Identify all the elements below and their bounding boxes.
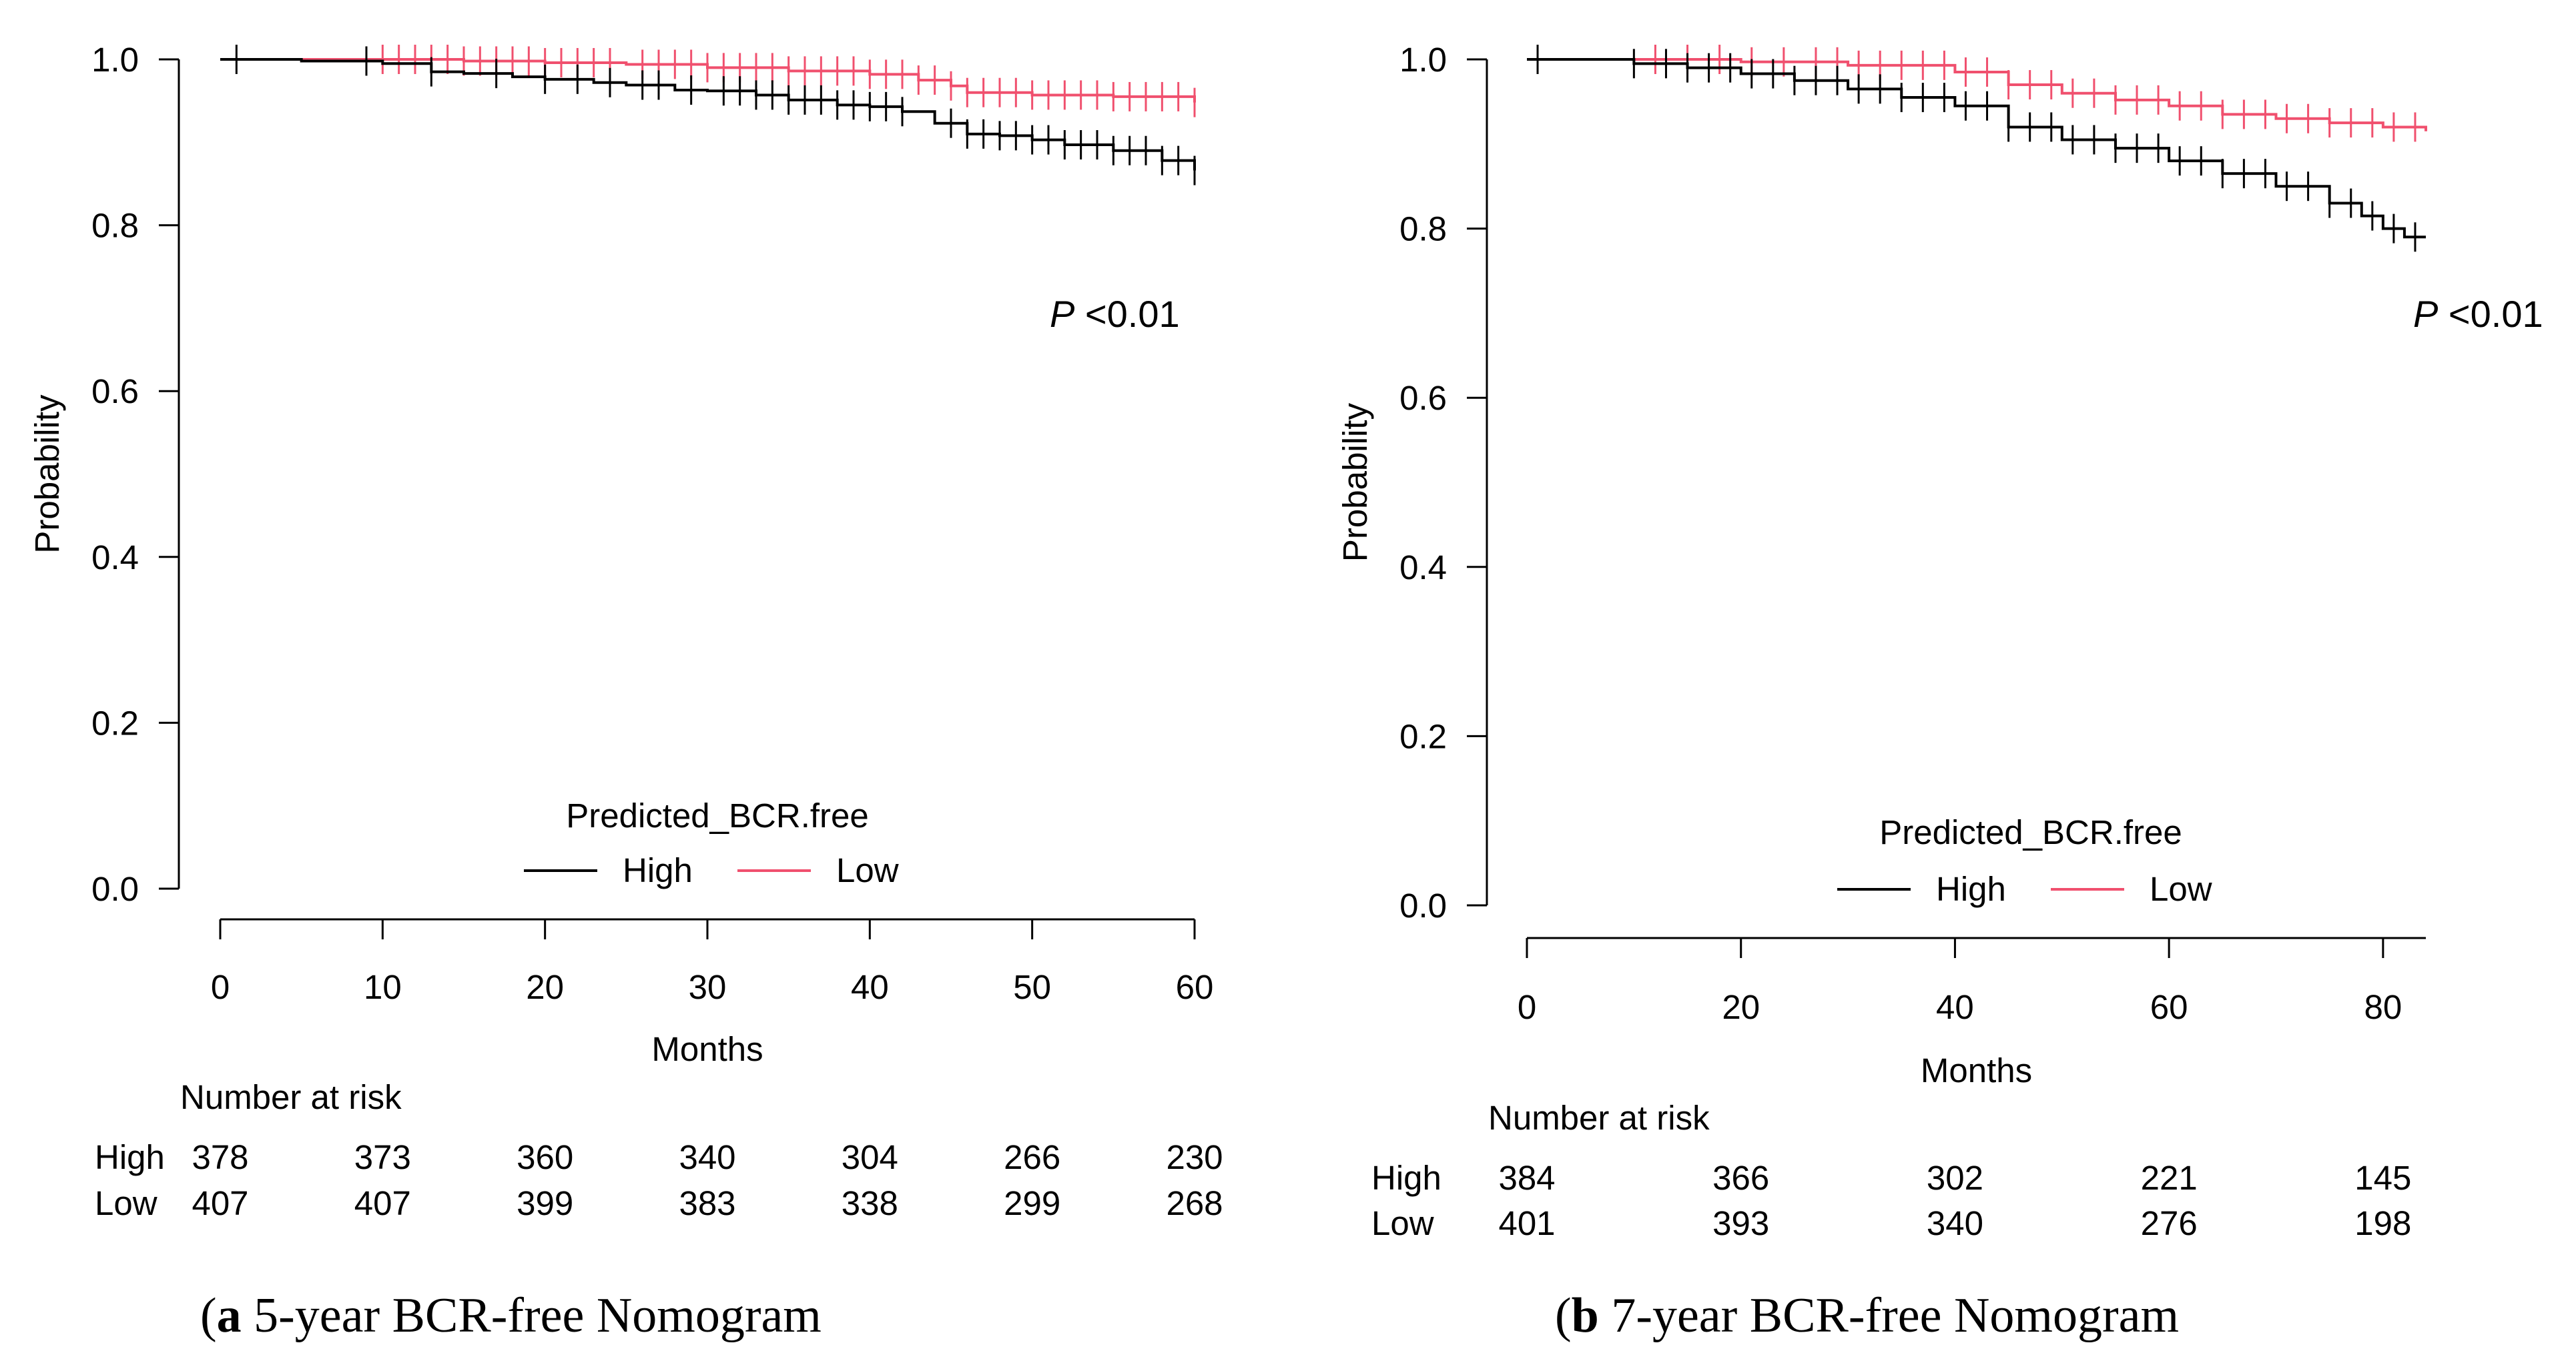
y-tick-label-a-3: 0.6 (91, 372, 139, 410)
risk-value-high-b-4: 145 (2354, 1159, 2411, 1197)
risk-value-high-a-0: 378 (192, 1138, 248, 1176)
risk-value-low-b-0: 401 (1498, 1204, 1555, 1242)
x-axis-title-a: Months (651, 1030, 763, 1068)
risk-value-low-a-5: 299 (1004, 1184, 1060, 1222)
risk-value-low-a-3: 383 (679, 1184, 735, 1222)
risk-value-low-b-4: 198 (2354, 1204, 2411, 1242)
km-chart-b: 0.0 0.2 0.4 0.6 0.8 1.0 Probability 0 20 40 60 80 Mo… (1336, 41, 2543, 1242)
x-tick-label-a-6: 60 (1176, 968, 1214, 1006)
x-tick-label-b-2: 40 (1936, 988, 1974, 1026)
caption-a-label: a (216, 1288, 242, 1343)
survival-curve-high-b (1527, 58, 2426, 239)
risk-table-title-a: Number at risk (180, 1078, 402, 1116)
risk-value-low-a-1: 407 (354, 1184, 411, 1222)
y-tick-label-b-1: 0.2 (1399, 717, 1447, 755)
risk-row-label-low-a: Low (95, 1184, 157, 1222)
risk-value-high-b-2: 302 (1927, 1159, 1983, 1197)
legend-label-low-b: Low (2150, 870, 2212, 908)
y-tick-label-a-0: 0.0 (91, 870, 139, 908)
risk-value-high-a-3: 340 (679, 1138, 735, 1176)
risk-value-high-b-3: 221 (2141, 1159, 2198, 1197)
x-tick-label-b-3: 60 (2150, 988, 2188, 1026)
p-value-text-a: <0.01 (1074, 293, 1179, 335)
x-tick-label-a-2: 20 (526, 968, 564, 1006)
x-axis-title-b: Months (1921, 1051, 2032, 1089)
risk-value-low-a-4: 338 (842, 1184, 898, 1222)
y-axis-title-a: Probability (28, 394, 66, 554)
caption-b-text: 7-year BCR-free Nomogram (1598, 1288, 2180, 1343)
risk-value-low-a-2: 399 (517, 1184, 573, 1222)
risk-value-low-a-0: 407 (192, 1184, 248, 1222)
y-tick-label-b-4: 0.8 (1399, 210, 1447, 248)
p-value-italic-a: P (1050, 293, 1074, 335)
legend-label-high-b: High (1936, 870, 2006, 908)
x-tick-label-b-0: 0 (1518, 988, 1536, 1026)
x-tick-label-b-4: 80 (2364, 988, 2402, 1026)
y-tick-label-a-5: 1.0 (91, 41, 139, 79)
risk-value-high-a-5: 266 (1004, 1138, 1060, 1176)
legend-title-b: Predicted_BCR.free (1879, 813, 2182, 851)
survival-curve-low-b (1527, 58, 2427, 131)
risk-row-label-high-b: High (1371, 1159, 1441, 1197)
risk-value-high-a-6: 230 (1166, 1138, 1223, 1176)
y-tick-label-a-1: 0.2 (91, 704, 139, 742)
risk-row-label-high-a: High (95, 1138, 165, 1176)
p-value-a: P <0.01 (1050, 293, 1180, 335)
risk-value-high-a-1: 373 (354, 1138, 411, 1176)
caption-a-text: 5-year BCR-free Nomogram (241, 1288, 822, 1343)
risk-row-label-low-b: Low (1371, 1204, 1434, 1242)
y-tick-label-b-5: 1.0 (1399, 41, 1447, 79)
p-value-b: P <0.01 (2413, 293, 2543, 335)
p-value-italic-b: P (2413, 293, 2438, 335)
x-tick-label-a-3: 30 (689, 968, 727, 1006)
x-tick-label-a-5: 50 (1013, 968, 1051, 1006)
p-value-text-b: <0.01 (2438, 293, 2543, 335)
caption-b-label: b (1571, 1288, 1599, 1343)
risk-value-high-b-0: 384 (1498, 1159, 1555, 1197)
x-tick-label-a-4: 40 (851, 968, 889, 1006)
risk-value-low-b-1: 393 (1712, 1204, 1769, 1242)
y-tick-label-b-3: 0.6 (1399, 379, 1447, 417)
y-tick-label-a-4: 0.8 (91, 207, 139, 245)
risk-value-high-a-4: 304 (842, 1138, 898, 1176)
caption-a: (a 5-year BCR-free Nomogram (200, 1288, 822, 1343)
caption-b: (b 7-year BCR-free Nomogram (1555, 1288, 2180, 1343)
x-tick-label-b-1: 20 (1722, 988, 1760, 1026)
x-tick-label-a-0: 0 (211, 968, 230, 1006)
legend-label-high-a: High (623, 851, 693, 889)
risk-value-low-a-6: 268 (1166, 1184, 1223, 1222)
y-tick-label-a-2: 0.4 (91, 538, 139, 576)
y-axis-title-b: Probability (1336, 402, 1374, 562)
risk-value-high-a-2: 360 (517, 1138, 573, 1176)
km-chart-a: 0.0 0.2 0.4 0.6 0.8 1.0 Probability 0 10 20 30 40 50… (28, 41, 1223, 1222)
legend-label-low-a: Low (836, 851, 899, 889)
y-tick-label-b-0: 0.0 (1399, 887, 1447, 925)
risk-table-title-b: Number at risk (1488, 1099, 1710, 1137)
y-tick-label-b-2: 0.4 (1399, 548, 1447, 586)
risk-value-high-b-1: 366 (1712, 1159, 1769, 1197)
legend-title-a: Predicted_BCR.free (566, 797, 869, 835)
x-tick-label-a-1: 10 (364, 968, 402, 1006)
risk-value-low-b-2: 340 (1927, 1204, 1983, 1242)
risk-value-low-b-3: 276 (2141, 1204, 2198, 1242)
